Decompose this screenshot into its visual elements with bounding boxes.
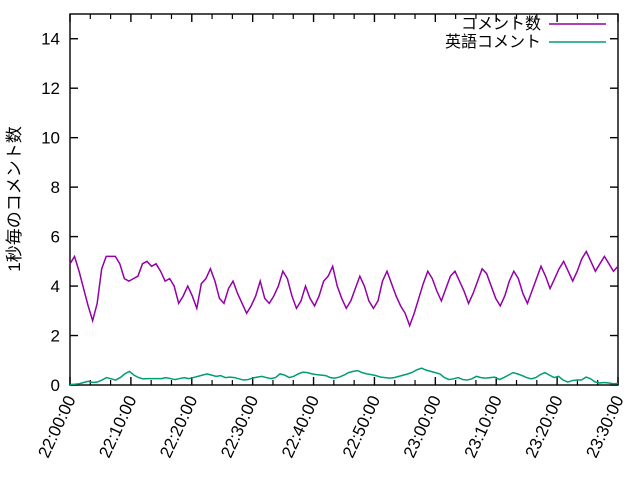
- y-tick-label: 8: [51, 178, 60, 197]
- series-line-english-comment: [69, 367, 619, 386]
- y-tick-label: 12: [41, 79, 60, 98]
- x-axis-ticks: [69, 14, 619, 385]
- y-tick-label: 2: [51, 327, 60, 346]
- plot-border: [69, 13, 619, 386]
- legend-label-comment-count: コメント数: [461, 15, 541, 33]
- y-tick-label: 10: [41, 129, 60, 148]
- y-tick-label: 14: [41, 30, 60, 49]
- y-axis-ticks: [70, 38, 618, 386]
- x-axis-minor-ticks: [89, 14, 599, 385]
- y-axis-title: 1秒毎のコメント数: [5, 126, 24, 271]
- legend-label-english-comment: 英語コメント: [445, 33, 541, 51]
- data-series-layer: [69, 249, 619, 386]
- series-line-comment-count: [69, 249, 619, 328]
- y-tick-label: 0: [51, 376, 60, 395]
- y-tick-label: 4: [51, 277, 60, 296]
- chart-legend: コメント数 英語コメント: [445, 15, 606, 51]
- y-tick-label: 6: [51, 228, 60, 247]
- y-axis-tick-labels: 0 2 4 6 8 10 12 14: [41, 30, 60, 395]
